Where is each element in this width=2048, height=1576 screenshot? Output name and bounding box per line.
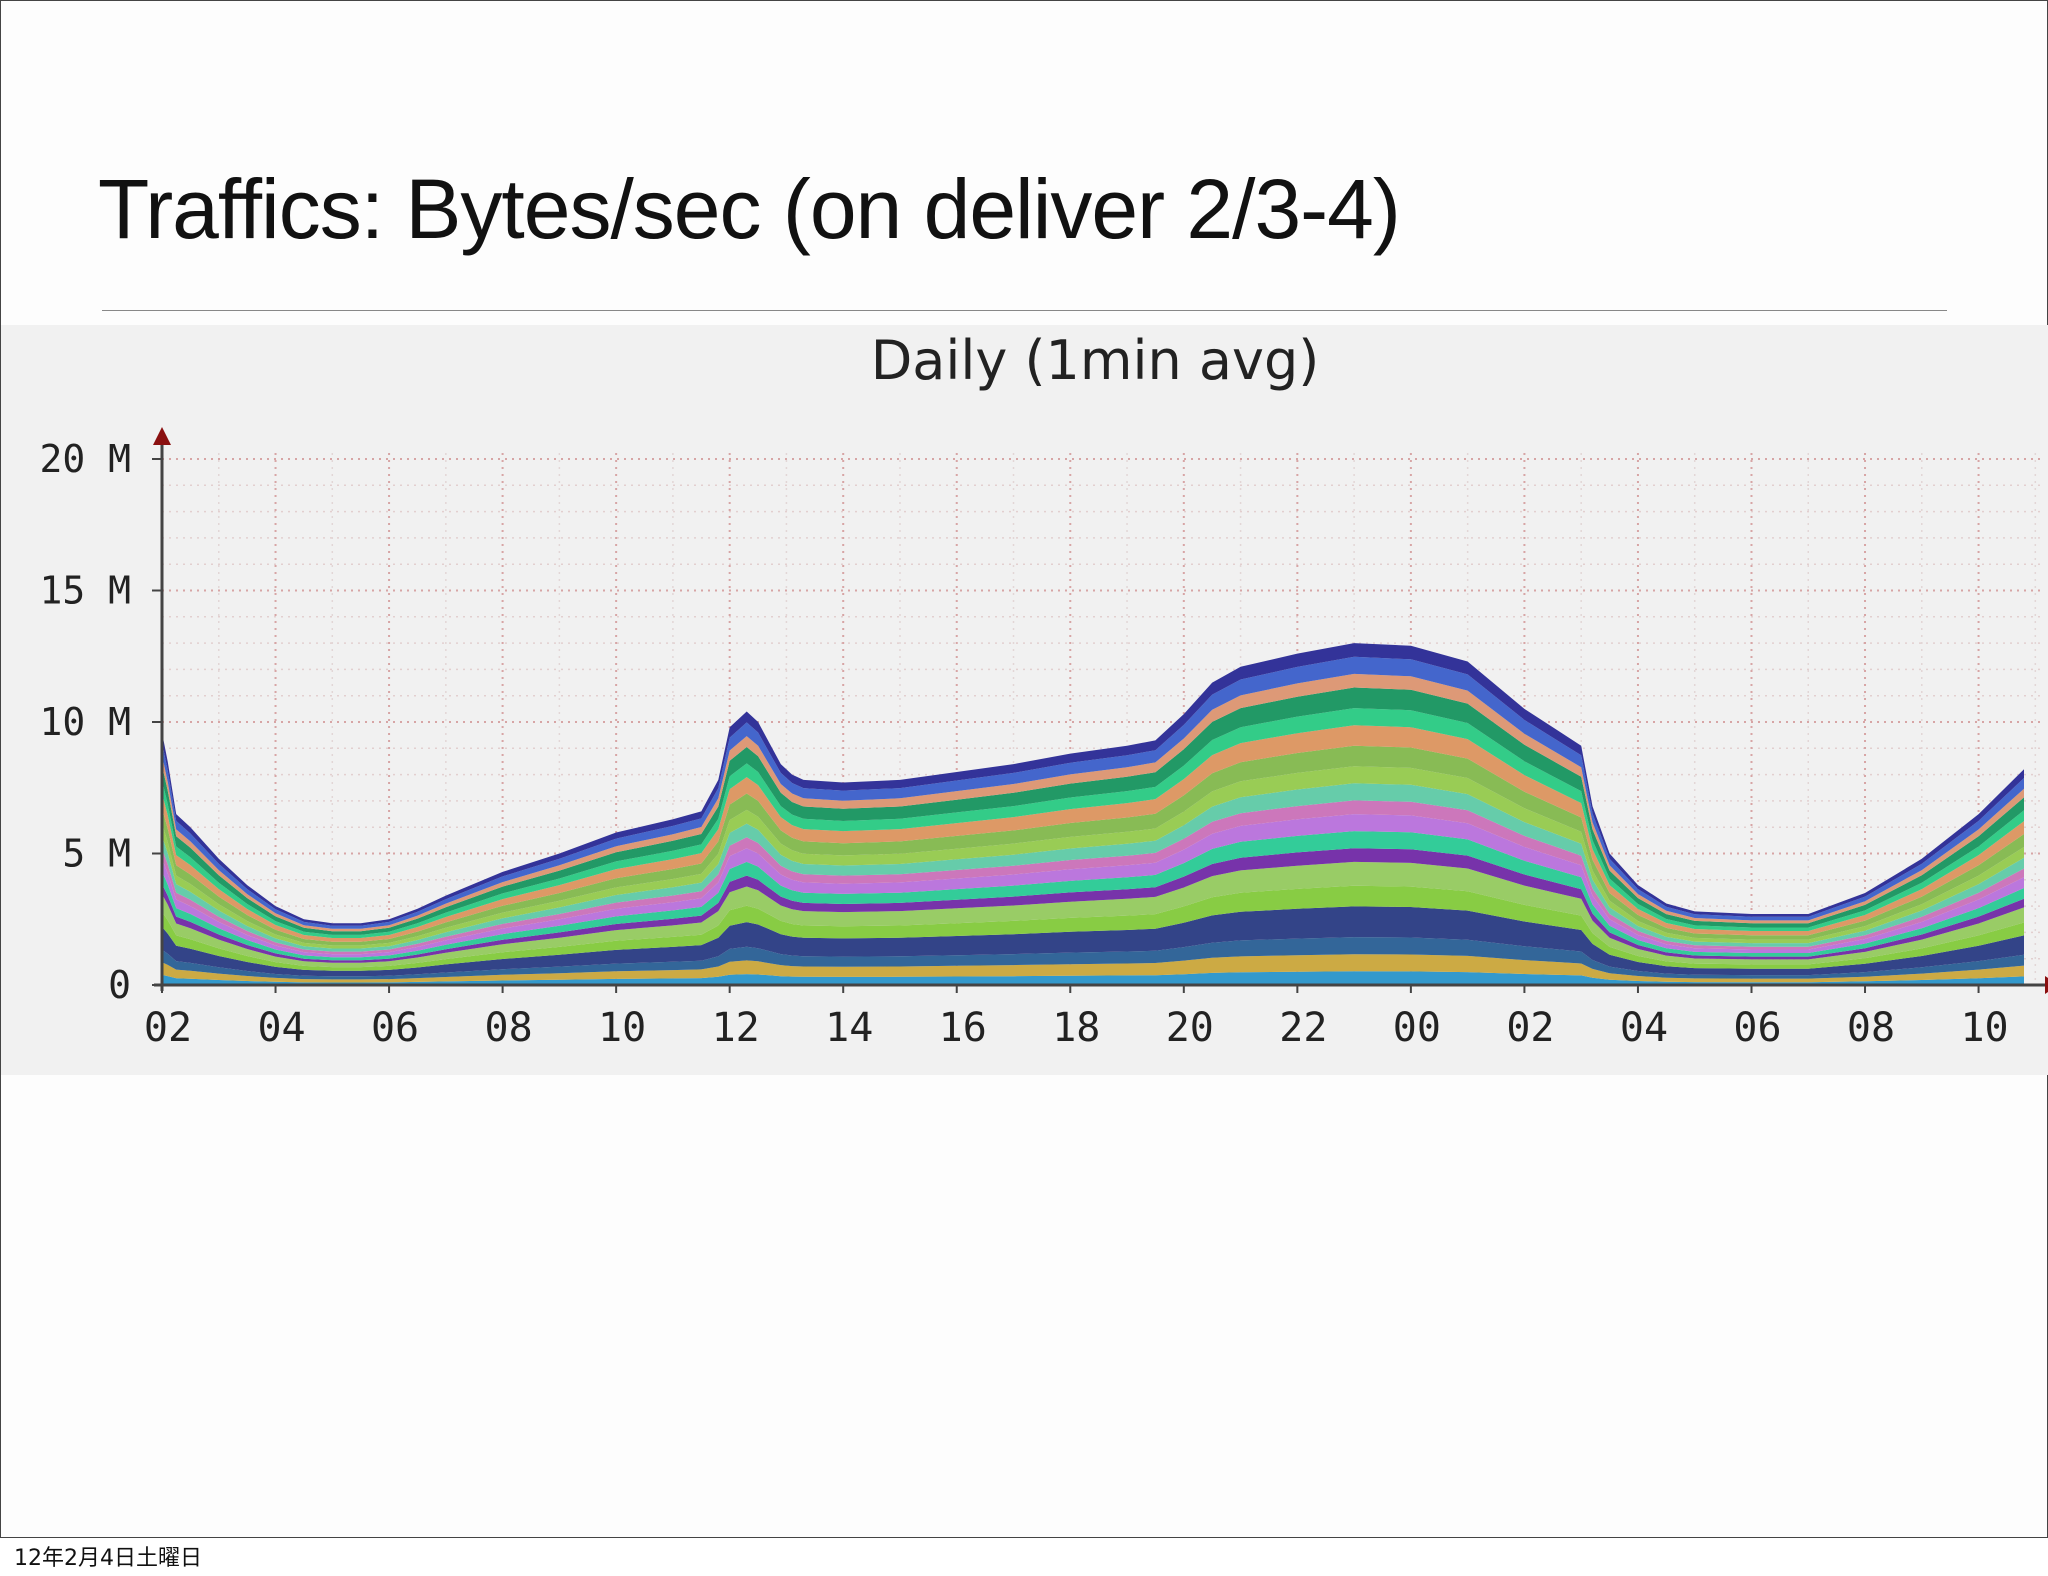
stacked-area-chart: Daily (1min avg) 05 M10 M15 M20 M02 04 06 0… — [39, 329, 2048, 1051]
area-layer — [162, 643, 2024, 985]
x-tick-label: 18 — [1052, 1005, 1100, 1051]
title-divider — [102, 310, 1947, 311]
x-tick-label: 04 — [257, 1005, 305, 1051]
x-tick-label: 00 — [1393, 1005, 1441, 1051]
y-tick-label: 0 — [108, 963, 131, 1007]
x-tick-label: 04 — [1620, 1005, 1668, 1051]
x-tick-label: 06 — [371, 1005, 419, 1051]
x-tick-label: 08 — [485, 1005, 533, 1051]
y-tick-label: 10 M — [39, 700, 131, 744]
x-tick-label: 16 — [939, 1005, 987, 1051]
x-tick-label: 20 — [1166, 1005, 1214, 1051]
footer-date: 12年2月4日土曜日 — [14, 1546, 202, 1571]
area-layer-6 — [162, 861, 2024, 968]
y-tick-label: 5 M — [62, 832, 131, 876]
slide-title: Traffics: Bytes/sec (on deliver 2/3-4) — [98, 162, 1401, 256]
slide: Traffics: Bytes/sec (on deliver 2/3-4) D… — [0, 0, 2048, 1538]
x-tick-label: 06 — [1733, 1005, 1781, 1051]
x-tick-label: 12 — [712, 1005, 760, 1051]
y-tick-label: 15 M — [39, 569, 131, 613]
area-layer-2 — [162, 954, 2024, 983]
x-tick-label: 22 — [1279, 1005, 1327, 1051]
tick-layer: 0 5 M 10 M 15 M 20 M 02 04 06 08 10 12 14 16 18 20 22 00… — [39, 437, 2008, 1051]
x-tick-label: 02 — [1506, 1005, 1554, 1051]
x-tick-label: 10 — [1960, 1005, 2008, 1051]
area-layer-4 — [162, 906, 2024, 977]
axis-layer — [153, 427, 2048, 994]
area-layer-1 — [162, 971, 2024, 985]
chart-title: Daily (1min avg) — [871, 329, 1320, 392]
x-tick-label: 14 — [825, 1005, 873, 1051]
area-layer-3 — [162, 937, 2024, 980]
y-axis-arrow-icon — [153, 427, 171, 445]
x-tick-label: 10 — [598, 1005, 646, 1051]
x-tick-label: 02 — [144, 1005, 192, 1051]
area-layer-5 — [162, 885, 2024, 971]
y-tick-label: 20 M — [39, 437, 131, 481]
x-axis-arrow-icon — [2045, 976, 2048, 994]
x-tick-label: 08 — [1847, 1005, 1895, 1051]
